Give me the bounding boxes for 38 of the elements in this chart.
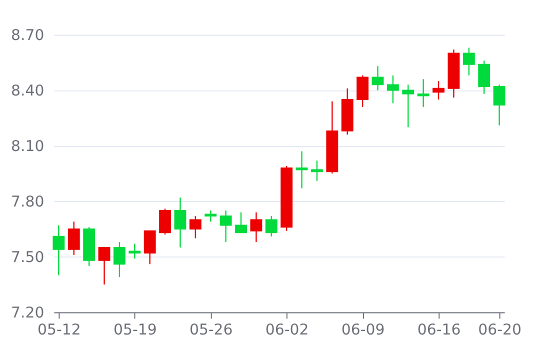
- y-tick-label: 8.70: [11, 26, 44, 44]
- y-tick-label: 8.40: [11, 82, 44, 100]
- x-tick-label: 05-19: [113, 320, 157, 339]
- x-tick-label: 06-16: [417, 320, 461, 339]
- candlestick: [250, 212, 262, 243]
- candlestick: [113, 241, 126, 278]
- candlestick: [68, 220, 80, 256]
- x-tick-label: 06-02: [265, 320, 309, 339]
- candlestick: [128, 243, 141, 260]
- candlestick: [493, 84, 506, 126]
- x-tick-label: 05-12: [38, 320, 81, 339]
- y-tick-label: 7.20: [11, 304, 44, 322]
- candlestick: [204, 210, 217, 222]
- candlestick: [220, 210, 232, 243]
- candlestick: [189, 215, 202, 239]
- candlestick: [432, 80, 444, 100]
- x-tick-label: 06-09: [341, 320, 385, 339]
- candlestick: [386, 74, 399, 104]
- candlestick: [462, 47, 475, 76]
- candlestick: [417, 78, 430, 108]
- candlestick: [235, 212, 247, 234]
- candlestick: [144, 230, 156, 265]
- candlestick: [52, 224, 65, 276]
- x-tick-label: 06-20: [478, 320, 522, 339]
- candlestick: [478, 60, 490, 95]
- y-tick-label: 7.80: [11, 192, 44, 211]
- candlestick: [98, 246, 110, 286]
- candlestick: [311, 160, 323, 182]
- y-tick-label: 7.50: [11, 248, 44, 266]
- candlestick: [265, 215, 278, 237]
- candlestick: [372, 66, 384, 91]
- candlestick: [159, 208, 172, 236]
- y-tick-label: 8.10: [11, 137, 44, 156]
- candlestick: [296, 150, 308, 189]
- candlestick: [402, 84, 414, 128]
- candlestick: [356, 74, 369, 108]
- x-tick-label: 05-26: [189, 320, 233, 339]
- candlestick: [174, 196, 186, 248]
